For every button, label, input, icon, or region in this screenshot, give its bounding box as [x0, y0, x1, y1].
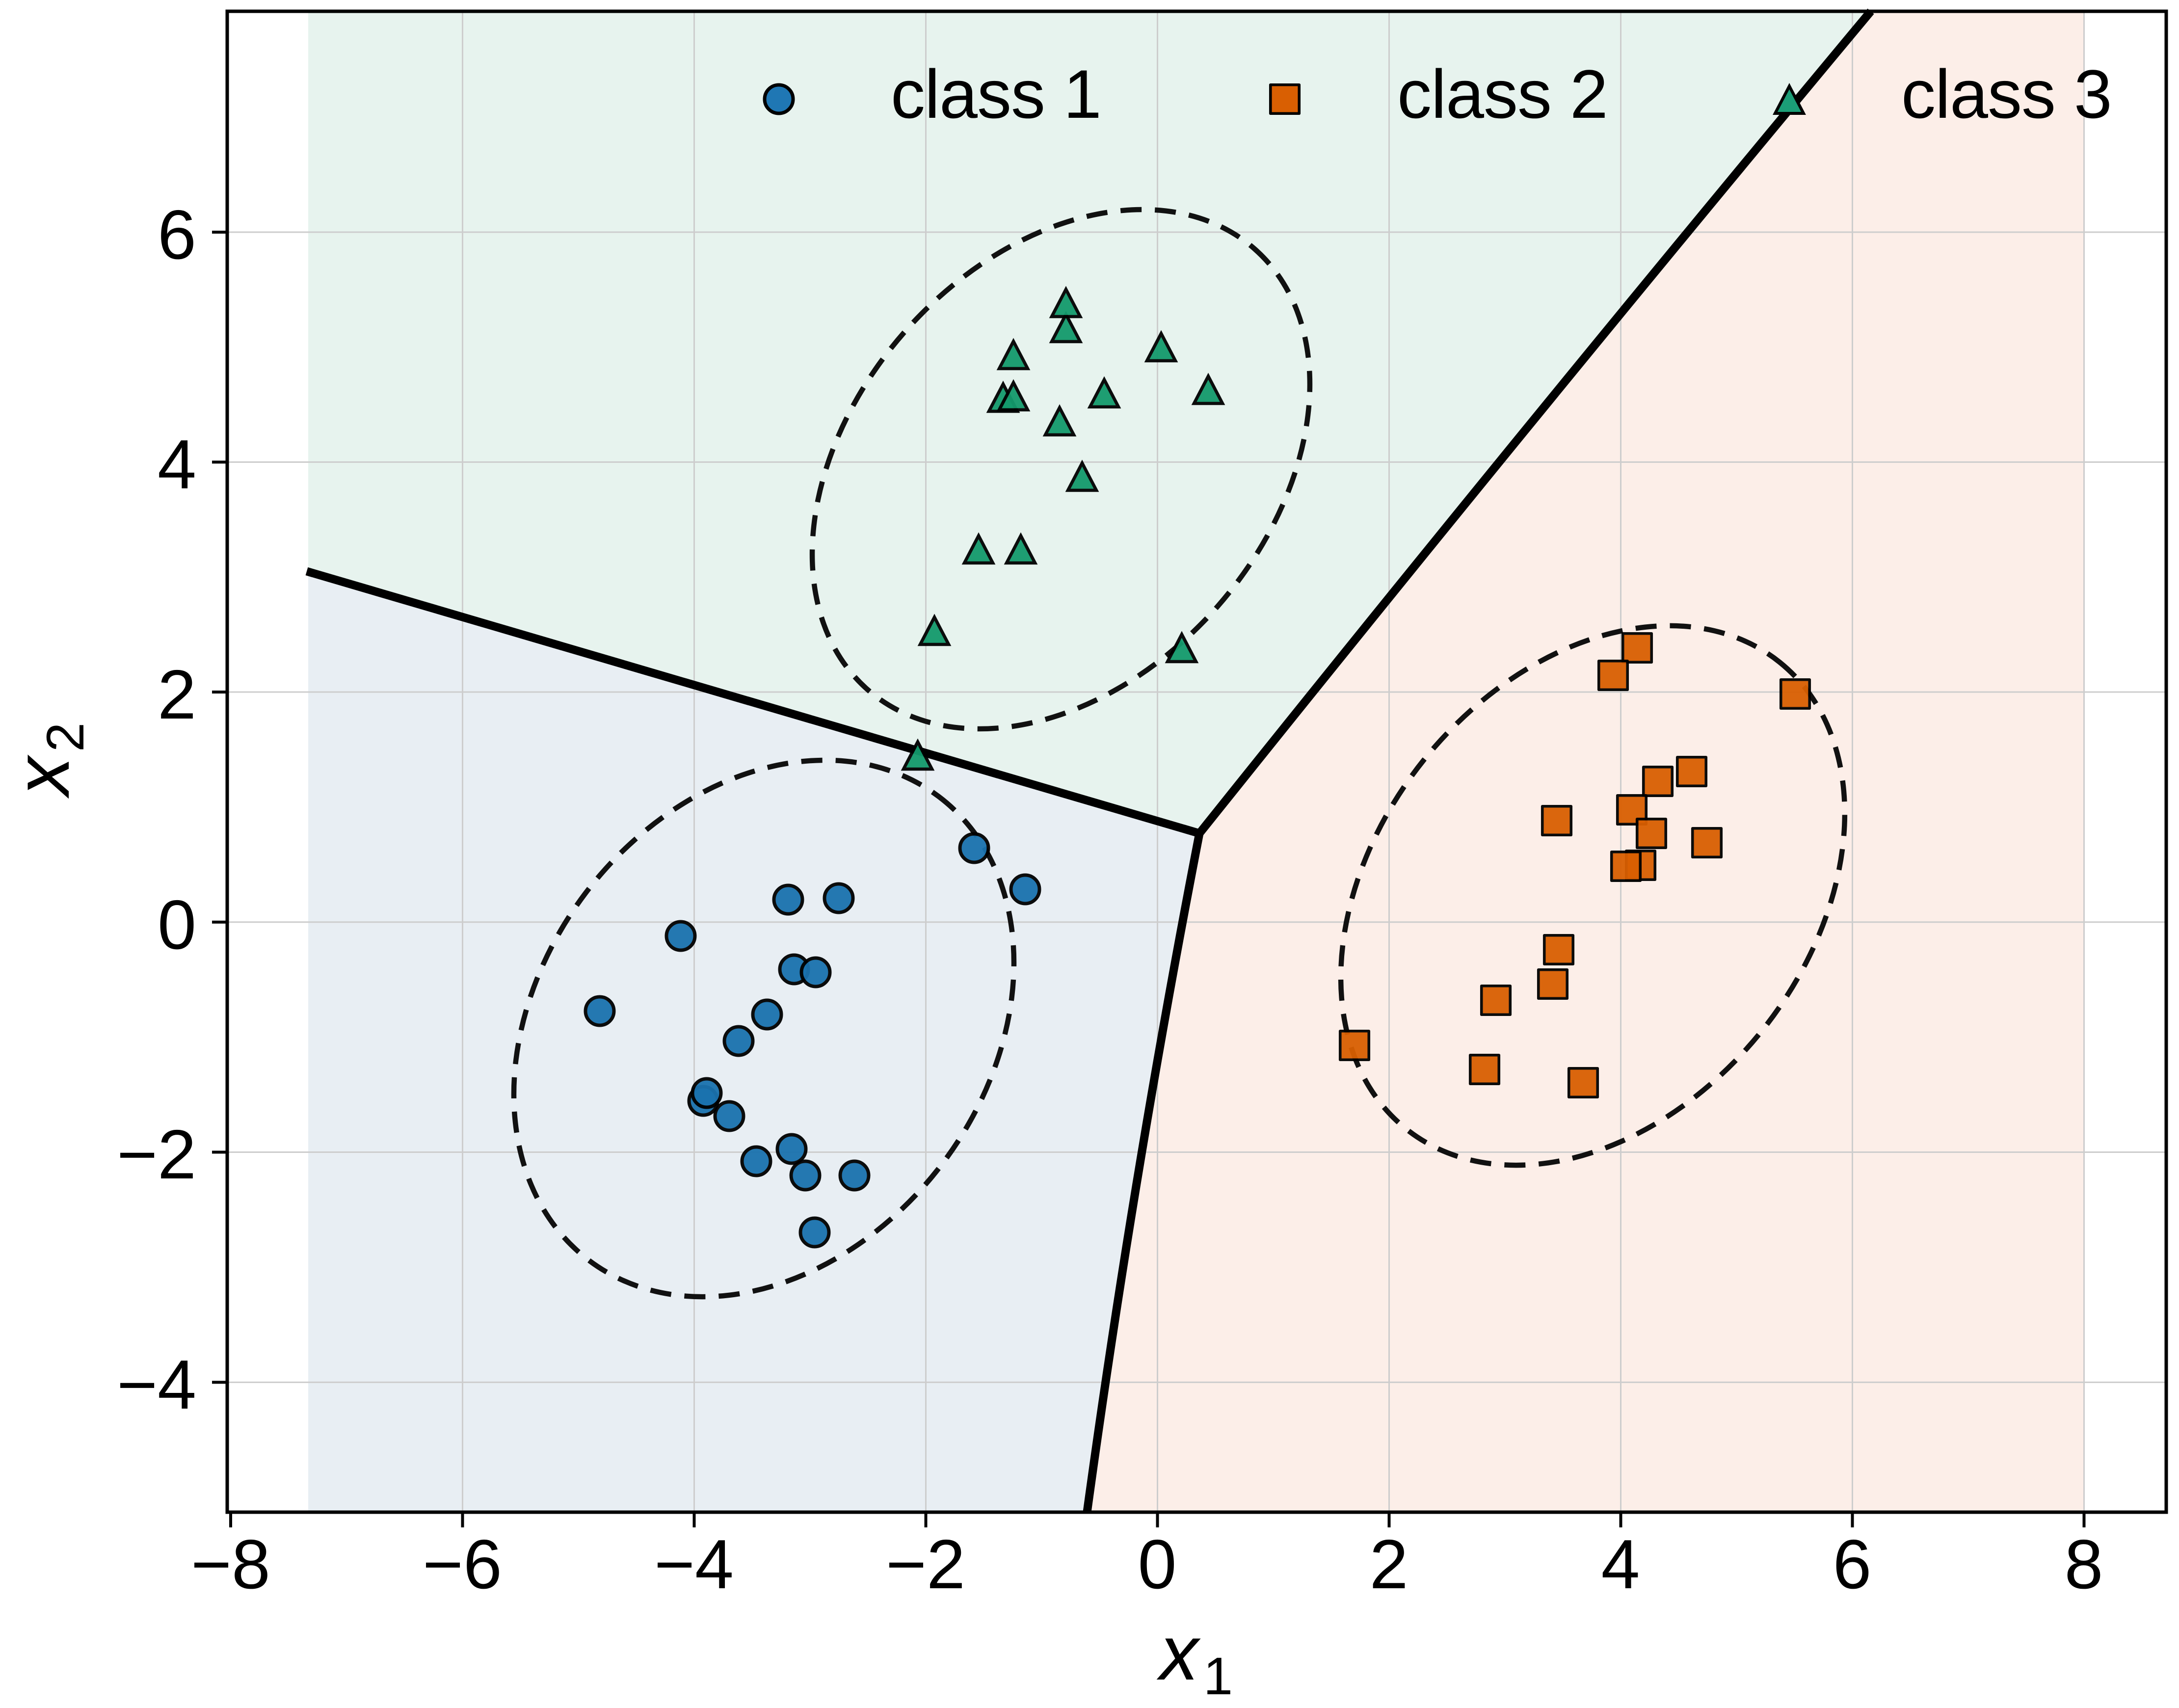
svg-text:−4: −4 [654, 1525, 734, 1603]
svg-text:−2: −2 [117, 1116, 196, 1194]
svg-text:class 3: class 3 [1901, 55, 2112, 133]
svg-text:4: 4 [1601, 1525, 1640, 1603]
svg-text:0: 0 [158, 886, 196, 964]
svg-text:−4: −4 [117, 1346, 196, 1424]
svg-text:class 1: class 1 [891, 55, 1101, 133]
svg-text:x: x [0, 754, 85, 799]
svg-text:−2: −2 [886, 1525, 965, 1603]
svg-text:1: 1 [1203, 1646, 1233, 1706]
svg-text:class 2: class 2 [1397, 55, 1608, 133]
svg-text:2: 2 [1370, 1525, 1408, 1603]
svg-text:0: 0 [1138, 1525, 1177, 1603]
svg-text:8: 8 [2065, 1525, 2103, 1603]
svg-text:2: 2 [158, 656, 196, 734]
svg-text:−6: −6 [423, 1525, 502, 1603]
svg-text:6: 6 [158, 196, 196, 274]
svg-text:x: x [1156, 1610, 1201, 1696]
svg-text:−8: −8 [191, 1525, 270, 1603]
svg-text:6: 6 [1833, 1525, 1872, 1603]
svg-text:2: 2 [35, 722, 95, 752]
svg-text:4: 4 [158, 426, 196, 504]
